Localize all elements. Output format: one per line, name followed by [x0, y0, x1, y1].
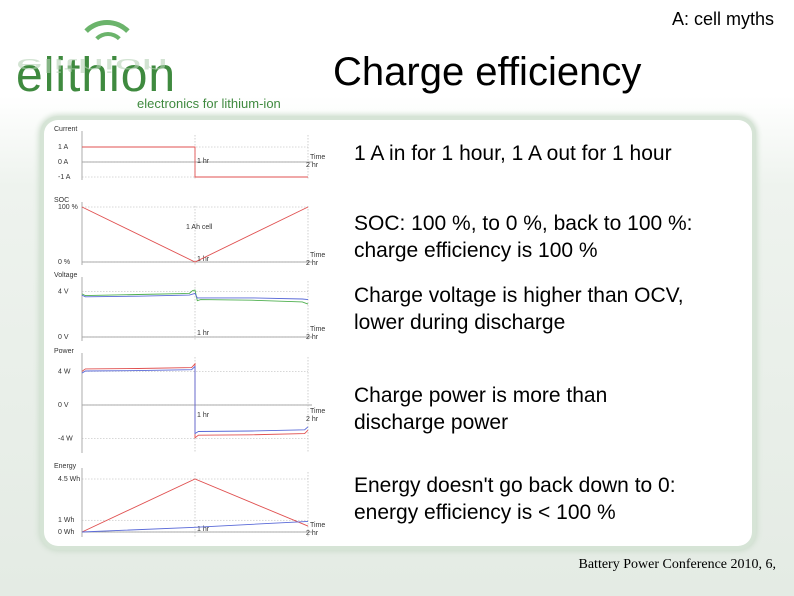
logo-arc-large — [75, 20, 139, 84]
energy-series-1 — [81, 520, 309, 533]
soc-axis-label: SOC — [54, 197, 69, 204]
power-tick-2hr: 2 hr — [306, 416, 319, 423]
footer-citation: Battery Power Conference 2010, 6, — [578, 557, 777, 572]
bullet-voltage: Charge voltage is higher than OCV, lower… — [354, 284, 684, 334]
current-tick-1hr: 1 hr — [197, 158, 210, 165]
voltage-tick-y-1: 0 V — [58, 334, 69, 341]
power-tick-1hr: 1 hr — [197, 412, 210, 419]
energy-tick-y-1: 1 Wh — [58, 517, 74, 524]
soc-tick-1hr: 1 hr — [197, 256, 210, 263]
current-tick-y-1: 0 A — [58, 159, 68, 166]
voltage-axis-label: Voltage — [54, 272, 77, 279]
logo-wordmark: elithion — [16, 49, 177, 102]
bullet-energy: Energy doesn't go back down to 0: energy… — [354, 474, 676, 524]
current-series-0 — [82, 146, 308, 178]
current-axis-label: Current — [54, 126, 77, 133]
power-time-label: Time — [310, 408, 325, 415]
soc-tick-y-0: 100 % — [58, 204, 78, 211]
content-panel — [44, 120, 752, 546]
voltage-tick-1hr: 1 hr — [197, 330, 210, 337]
energy-series-0 — [81, 478, 309, 533]
elithion-logo: elithion elithion electronics for lithiu… — [12, 18, 292, 114]
power-tick-y-2: -4 W — [58, 436, 73, 443]
energy-axis-label: Energy — [54, 463, 77, 470]
section-label: A: cell myths — [671, 9, 774, 29]
energy-tick-1hr: 1 hr — [197, 526, 210, 533]
voltage-tick-2hr: 2 hr — [306, 334, 319, 341]
soc-annotation: 1 Ah cell — [186, 224, 213, 231]
energy-time-label: Time — [310, 522, 325, 529]
current-tick-2hr: 2 hr — [306, 162, 319, 169]
logo-tagline: electronics for lithium-ion — [137, 96, 281, 111]
energy-tick-2hr: 2 hr — [306, 530, 319, 537]
energy-tick-y-0: 4.5 Wh — [58, 476, 80, 483]
power-axis-label: Power — [54, 348, 75, 355]
logo-reflection: elithion — [16, 54, 169, 76]
power-tick-y-0: 4 W — [58, 368, 71, 375]
current-tick-y-2: -1 A — [58, 174, 71, 181]
soc-tick-y-1: 0 % — [58, 259, 70, 266]
bullet-power: Charge power is more than discharge powe… — [354, 384, 608, 434]
voltage-tick-y-0: 4 V — [58, 289, 69, 296]
voltage-series-1 — [81, 292, 309, 301]
voltage-series-0 — [81, 289, 309, 305]
current-tick-y-0: 1 A — [58, 144, 68, 151]
bullet-current: 1 A in for 1 hour, 1 A out for 1 hour — [354, 142, 672, 165]
logo-arc-small — [90, 32, 126, 68]
current-time-label: Time — [310, 154, 325, 161]
soc-series-0 — [81, 206, 309, 263]
soc-tick-2hr: 2 hr — [306, 260, 319, 267]
slide-title: Charge efficiency — [333, 50, 642, 94]
power-tick-y-1: 0 V — [58, 402, 69, 409]
soc-time-label: Time — [310, 252, 325, 259]
voltage-time-label: Time — [310, 326, 325, 333]
bullet-soc: SOC: 100 %, to 0 %, back to 100 %: charg… — [354, 212, 693, 262]
energy-tick-y-2: 0 Wh — [58, 529, 74, 536]
power-series-1 — [81, 365, 309, 435]
